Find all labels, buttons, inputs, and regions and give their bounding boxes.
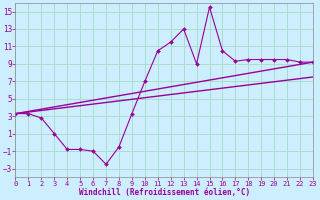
X-axis label: Windchill (Refroidissement éolien,°C): Windchill (Refroidissement éolien,°C) [79, 188, 250, 197]
